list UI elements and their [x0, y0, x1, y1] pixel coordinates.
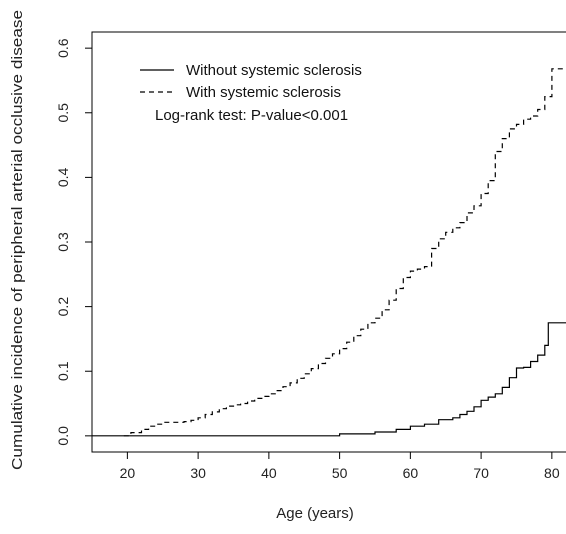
series-line-with: [123, 68, 566, 437]
y-tick-label: 0.5: [55, 103, 71, 123]
y-tick-label: 0.0: [55, 426, 71, 446]
legend-label-without: Without systemic sclerosis: [186, 62, 362, 79]
y-tick-label: 0.3: [55, 232, 71, 252]
x-tick-label: 70: [473, 465, 489, 481]
series-layer: [92, 68, 566, 437]
x-tick-label: 40: [261, 465, 277, 481]
y-axis-title: Cumulative incidence of peripheral arter…: [9, 10, 26, 470]
y-tick-label: 0.6: [55, 38, 71, 58]
y-tick-label: 0.2: [55, 297, 71, 317]
y-axis: 0.0 0.1 0.2 0.3 0.4 0.5 0.6: [55, 38, 92, 446]
legend-label-with: With systemic sclerosis: [186, 84, 341, 101]
x-tick-label: 60: [403, 465, 419, 481]
x-tick-label: 20: [120, 465, 136, 481]
series-line-without: [92, 322, 566, 437]
legend: Without systemic sclerosis With systemic…: [140, 62, 362, 124]
y-tick-label: 0.4: [55, 167, 71, 187]
x-tick-label: 50: [332, 465, 348, 481]
x-tick-label: 80: [544, 465, 560, 481]
y-tick-label: 0.1: [55, 361, 71, 381]
plot-area: 20 30 40 50 60 70 80 0.0 0.1 0.2 0.3 0.4 0.5 0.6: [55, 31, 566, 481]
x-tick-label: 30: [190, 465, 206, 481]
x-axis: 20 30 40 50 60 70 80: [120, 452, 560, 481]
x-axis-title: Age (years): [276, 505, 354, 522]
log-rank-annotation: Log-rank test: P-value<0.001: [155, 107, 348, 124]
